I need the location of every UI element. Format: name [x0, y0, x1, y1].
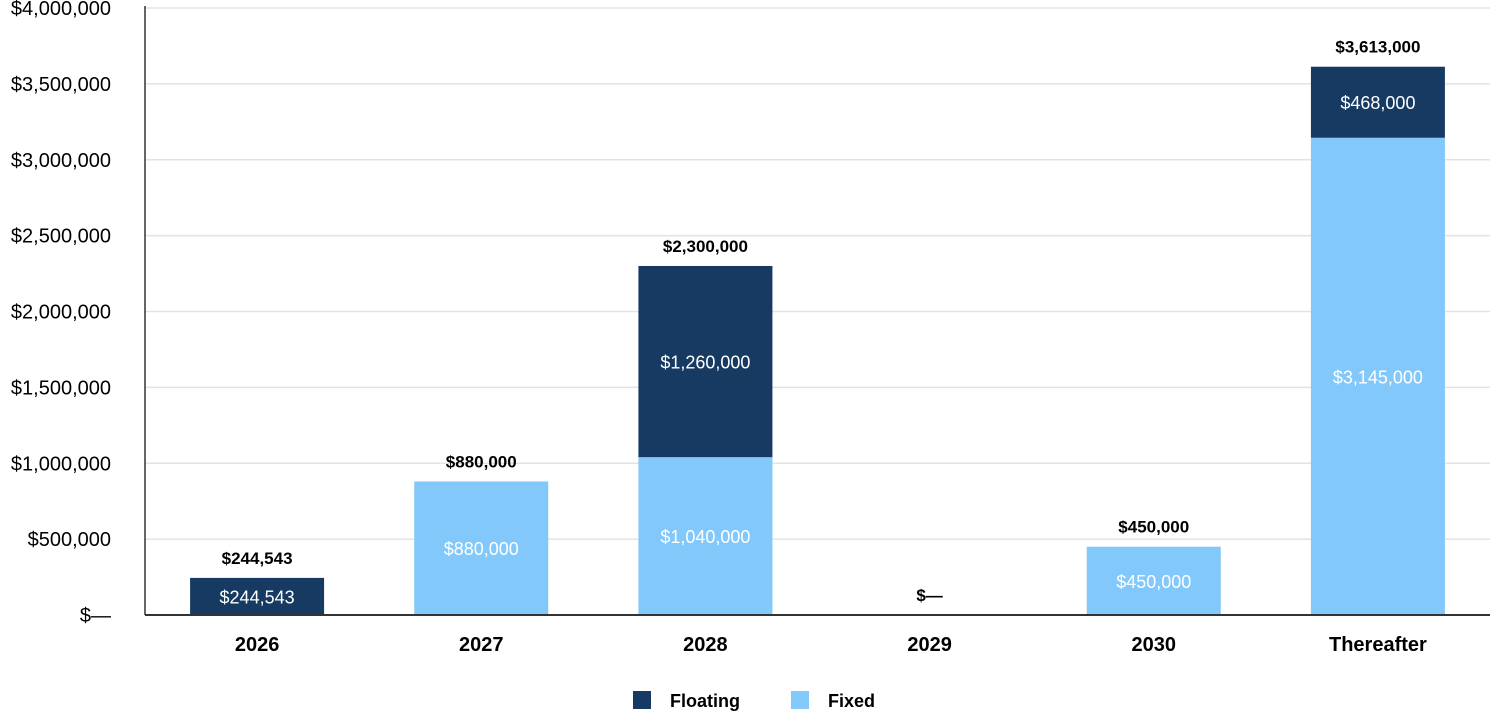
bar-segment-label: $450,000: [1116, 572, 1191, 592]
legend-swatch-floating: [633, 691, 651, 709]
y-tick-label: $500,000: [28, 529, 111, 551]
bar-total-label: $2,300,000: [663, 237, 748, 256]
x-axis-category-labels: 2026 2027 2028 2029 2030 Thereafter: [235, 634, 1427, 656]
y-tick-label: $4,000,000: [11, 0, 111, 20]
bar-segment-label: $3,145,000: [1333, 367, 1423, 387]
y-tick-label: $—: [80, 605, 111, 627]
bar-total-label: $880,000: [446, 452, 517, 471]
bar-segment-fixed: [1310, 137, 1445, 615]
y-axis-tick-labels: $— $500,000 $1,000,000 $1,500,000 $2,000,000…: [11, 0, 111, 627]
legend-label: Fixed: [828, 691, 875, 711]
bar-segment-label: $244,543: [220, 587, 295, 607]
x-category-label: 2027: [459, 634, 504, 656]
x-category-label: 2028: [683, 634, 728, 656]
bar-segment-fixed: [414, 481, 549, 615]
bar-segment-label: $1,260,000: [660, 353, 750, 373]
bar-total-label: $244,543: [222, 549, 293, 568]
legend: Floating Fixed: [633, 691, 875, 711]
bar-segment-fixed: [638, 457, 773, 615]
bar-segment-label: $468,000: [1340, 93, 1415, 113]
bar-total-label: $3,613,000: [1335, 38, 1420, 57]
bar-total-label: $450,000: [1118, 518, 1189, 537]
x-category-label: 2029: [907, 634, 952, 656]
gridlines: [145, 7, 1490, 540]
bars: $244,543 $244,543 $880,000 $880,000 $1,040,0…: [190, 38, 1445, 615]
bar-segment-label: $1,040,000: [660, 527, 750, 547]
legend-swatch-fixed: [791, 691, 809, 709]
legend-label: Floating: [670, 691, 740, 711]
bar-segment-label: $880,000: [444, 539, 519, 559]
y-tick-label: $3,000,000: [11, 150, 111, 172]
x-category-label: Thereafter: [1329, 634, 1427, 656]
y-tick-label: $1,500,000: [11, 377, 111, 399]
bar-segment-fixed: [1086, 546, 1221, 615]
x-category-label: 2026: [235, 634, 280, 656]
bar-segment-floating: [1310, 66, 1445, 138]
x-category-label: 2030: [1132, 634, 1177, 656]
bar-segment-floating: [190, 577, 325, 615]
y-tick-label: $3,500,000: [11, 74, 111, 96]
y-tick-label: $1,000,000: [11, 453, 111, 475]
y-tick-label: $2,000,000: [11, 302, 111, 324]
y-tick-label: $2,500,000: [11, 226, 111, 248]
bar-total-label: $—: [916, 586, 942, 605]
bar-segment-floating: [638, 265, 773, 458]
